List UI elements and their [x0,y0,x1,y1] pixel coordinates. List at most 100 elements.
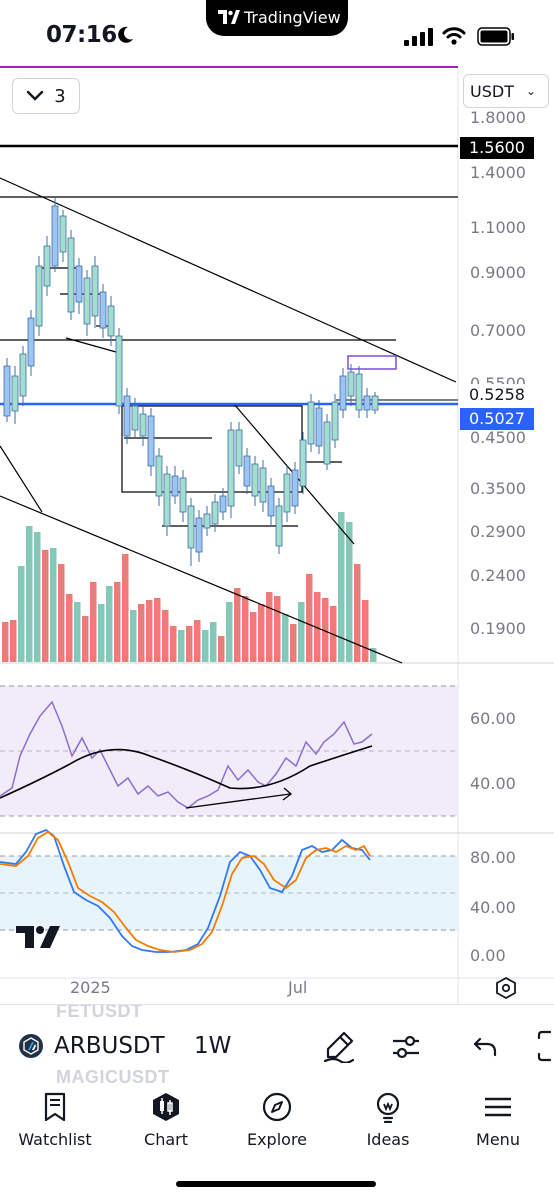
candle-body [371,395,379,411]
volume-bar [178,630,185,662]
nav-menu-label: Menu [476,1130,520,1149]
volume-bar [138,604,145,662]
rsi-axis-label: 40.00 [470,774,516,793]
interval-selector[interactable]: 1W [194,1033,232,1059]
rsi-moving-average [0,745,373,799]
time-axis-label: 2025 [70,978,111,997]
candle-body [155,455,163,497]
chart-candles-icon [153,1093,179,1121]
status-time: 07:16 [46,22,117,48]
volume-bar [354,564,361,662]
price-axis-label: 0.2400 [470,566,526,585]
candle-body [291,469,299,507]
hamburger-menu-icon [485,1097,511,1117]
nav-explore-label: Explore [246,1130,308,1149]
volume-bar [26,526,33,662]
candle-body [195,517,203,553]
volume-bars [2,512,377,662]
volume-bar [282,614,289,662]
volume-bar [186,626,193,662]
candle-body [83,277,91,325]
candle-body [203,513,211,529]
currency-selector[interactable]: USDT ⌄ [463,74,549,108]
volume-bar [226,602,233,662]
bottom-navigation: Watchlist Chart Explore Ideas [0,1088,554,1199]
volume-bar [250,612,257,662]
volume-bar [50,548,57,662]
stoch-axis-label: 40.00 [470,898,516,917]
volume-bar [266,592,273,662]
volume-bar [234,588,241,662]
candle-body [307,401,315,445]
volume-bar [314,592,321,662]
symbol-name[interactable]: ARBUSDT [54,1033,165,1059]
volume-bar [90,582,97,662]
volume-bar [362,600,369,662]
rsi-arrow-head [282,787,293,801]
nav-explore[interactable]: Explore [222,1088,332,1158]
candle-body [315,407,323,447]
volume-bar [114,582,121,662]
candle-body [35,265,43,327]
scroll-symbol-previous[interactable]: FETUSDT [56,1004,143,1021]
volume-bar [82,616,89,662]
volume-bar [122,554,129,662]
price-axis-label: 0.1900 [470,619,526,638]
volume-bar [130,610,137,662]
tradingview-label: TradingView [244,8,341,27]
candle-body [235,429,243,467]
chevron-down-icon: ⌄ [525,84,537,98]
volume-bar [290,624,297,662]
stoch-axis-label: 80.00 [470,848,516,867]
volume-bar [202,630,209,662]
collapse-indicators-button[interactable]: 3 [12,78,80,114]
candle-body [163,473,171,527]
volume-bar [218,636,225,662]
candle-body [299,439,307,487]
nav-ideas[interactable]: Ideas [333,1088,443,1158]
indicator-count: 3 [54,85,66,107]
volume-bar [346,522,353,662]
undo-icon[interactable] [472,1033,498,1059]
nav-watchlist[interactable]: Watchlist [0,1088,110,1158]
chart-canvas[interactable] [0,66,554,1004]
drawing-lines[interactable] [0,144,458,664]
candle-body [11,375,19,412]
candle-body [43,245,51,287]
candle-body [19,353,27,397]
candle-body [59,215,67,253]
chart-settings-icon[interactable] [494,976,518,1000]
nav-chart[interactable]: Chart [111,1088,221,1158]
volume-bar [194,620,201,662]
volume-bar [58,564,65,662]
layout-icon[interactable] [536,1029,554,1063]
pen-drawing-icon[interactable] [322,1029,356,1063]
indicators-sliders-icon[interactable] [390,1031,422,1063]
volume-bar [2,622,9,662]
candle-body [99,291,107,329]
candle-body [107,305,115,337]
battery-icon [477,27,514,46]
volume-bar [74,602,81,662]
watchlist-icon [44,1092,66,1122]
volume-bar [298,602,305,662]
volume-bar [170,626,177,662]
candle-body [131,405,139,431]
scroll-symbol-next[interactable]: MAGICUSDT [56,1067,170,1087]
target-box [347,355,397,370]
nav-menu[interactable]: Menu [443,1088,553,1158]
candlesticks [3,198,379,566]
candle-body [67,237,75,313]
volume-bar [162,610,169,662]
candle-body [139,413,147,437]
candle-body [187,505,195,549]
candle-body [275,505,283,547]
candle-body [331,401,339,441]
candle-body [259,467,267,503]
compass-icon [262,1092,292,1122]
chart-area[interactable]: 3 USDT ⌄ 1.8000 1.4000 1.1000 0.9000 0.7… [0,66,554,1004]
top-border-line [0,66,458,68]
candle-body [51,205,59,267]
price-tag-level: 1.5600 [460,137,534,159]
price-axis-label: 1.4000 [470,163,526,182]
